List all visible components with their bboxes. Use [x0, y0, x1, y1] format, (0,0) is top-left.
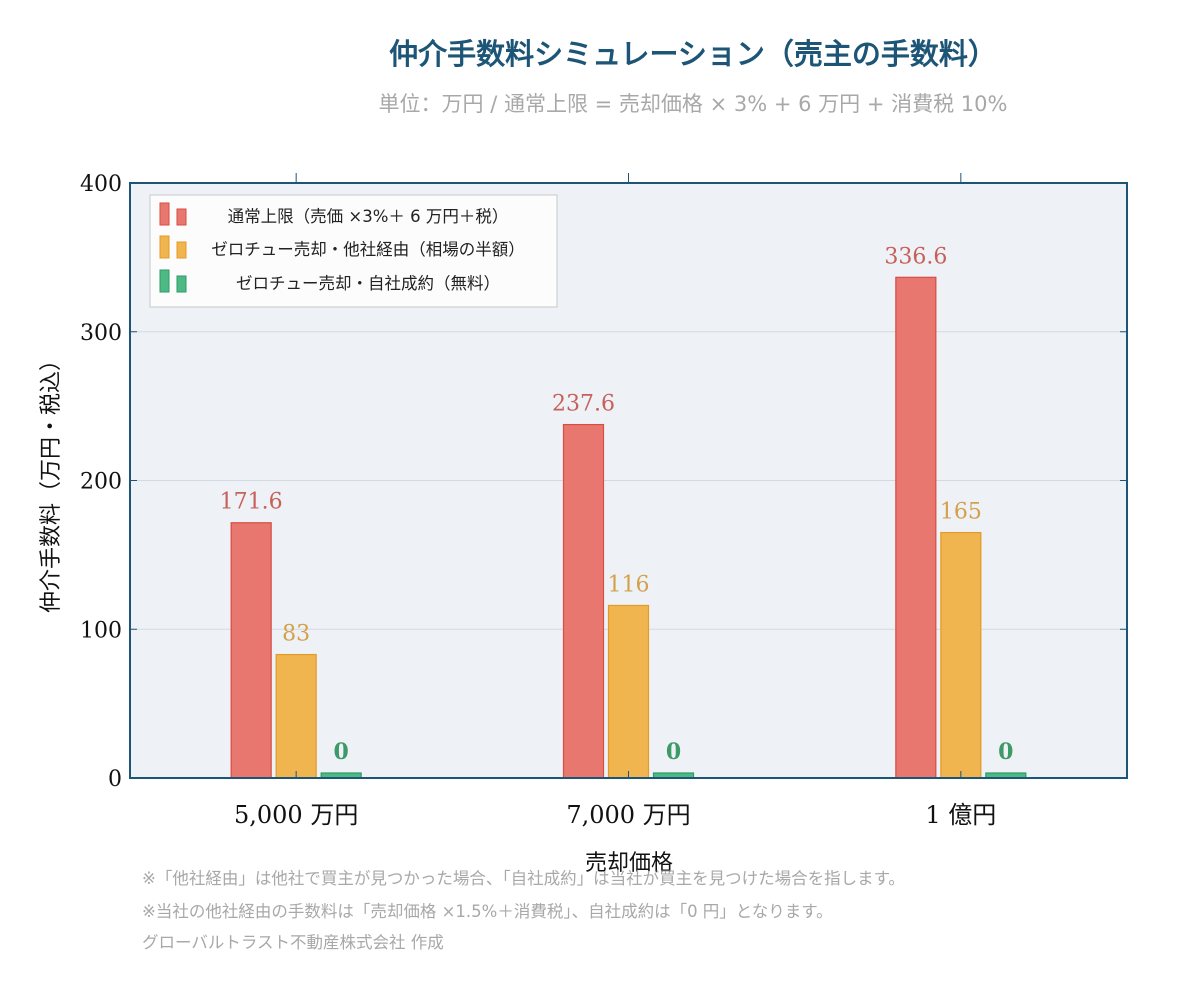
legend-swatch: [159, 269, 170, 293]
data-label: 0: [998, 739, 1013, 765]
legend-swatch: [159, 235, 170, 259]
data-label: 237.6: [552, 392, 615, 417]
data-label: 336.6: [884, 244, 947, 269]
x-tick-label: 1 億円: [925, 801, 996, 829]
y-tick-label: 100: [80, 618, 122, 643]
legend-swatch: [176, 241, 187, 259]
y-tick-label: 400: [80, 172, 122, 197]
legend-swatch: [159, 202, 170, 226]
legend-swatch: [176, 208, 187, 226]
x-axis: 5,000 万円 7,000 万円 1 億円: [234, 173, 996, 829]
y-axis: 0 100 200 300 400: [80, 172, 1127, 792]
x-tick-label: 5,000 万円: [234, 801, 358, 829]
bar-group: [230, 276, 1027, 779]
footnote-2: ※当社の他社経由の手数料は「売却価格 ×1.5%＋消費税」、自社成約は「0 円」…: [142, 902, 833, 921]
y-tick-label: 300: [80, 321, 122, 346]
legend-label: ゼロチュー売却・自社成約（無料）: [236, 274, 500, 293]
legend-label: 通常上限（売価 ×3%＋ 6 万円＋税）: [228, 207, 509, 226]
credit-text: グローバルトラスト不動産株式会社 作成: [142, 933, 444, 952]
legend-swatch: [176, 275, 187, 293]
bar: [562, 423, 605, 779]
bar: [940, 531, 982, 779]
legend: 通常上限（売価 ×3%＋ 6 万円＋税） ゼロチュー売却・他社経由（相場の半額） ゼ…: [149, 194, 558, 308]
data-labels: 171.6 83 0 237.6 116 0 336.6 165 0: [220, 244, 1014, 765]
bar: [275, 653, 317, 779]
legend-box: [149, 194, 558, 308]
data-label: 0: [334, 739, 349, 765]
x-axis-label: 売却価格: [585, 851, 673, 876]
data-label: 0: [666, 739, 681, 765]
legend-label: ゼロチュー売却・他社経由（相場の半額）: [211, 240, 525, 259]
footnotes: ※「他社経由」は他社で買主が見つかった場合、「自社成約」は当社が買主を見つけた場…: [142, 869, 905, 952]
x-tick-label: 7,000 万円: [566, 801, 690, 829]
chart-subtitle: 単位：万円 / 通常上限 = 売却価格 × 3% + 6 万円 + 消費税 10…: [379, 92, 1008, 116]
data-label: 116: [608, 572, 650, 597]
data-label: 83: [282, 622, 310, 647]
y-tick-label: 200: [80, 470, 122, 495]
bar: [895, 276, 937, 779]
y-axis-label: 仲介手数料（万円・税込）: [39, 349, 64, 613]
data-label: 165: [940, 500, 982, 525]
data-label: 171.6: [220, 490, 283, 515]
chart-title: 仲介手数料シミュレーション（売主の手数料）: [389, 37, 997, 71]
bar: [607, 604, 650, 779]
bar: [230, 522, 272, 779]
footnote-1: ※「他社経由」は他社で買主が見つかった場合、「自社成約」は当社が買主を見つけた場…: [142, 869, 905, 888]
y-tick-label: 0: [108, 767, 122, 792]
